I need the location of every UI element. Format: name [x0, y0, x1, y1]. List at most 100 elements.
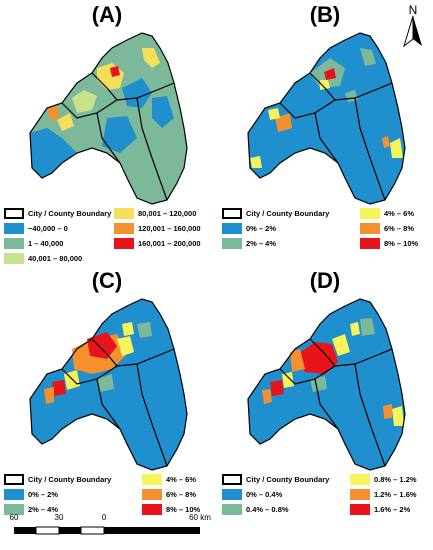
legend-a-swatch-4 — [114, 208, 134, 219]
legend-a-class-6: 160,001 – 200,000 — [114, 238, 201, 249]
legend-d-swatch-1 — [222, 489, 242, 500]
legend-c-class-5: 8% – 10% — [142, 504, 200, 515]
legend-c-boundary-label: City / County Boundary — [28, 475, 112, 484]
legend-b-label-4: 6% – 8% — [384, 224, 415, 233]
scale-bar: 60 30 0 60 km — [10, 513, 224, 547]
legend-b-boundary-swatch — [222, 208, 242, 219]
legend-c-label-1: 0% – 2% — [28, 490, 59, 499]
north-arrow: N — [398, 2, 428, 48]
legend-b-swatch-2 — [222, 238, 242, 249]
legend-a-swatch-1 — [4, 223, 24, 234]
legend-d-swatch-2 — [222, 504, 242, 515]
legend-b-swatch-4 — [360, 223, 380, 234]
north-arrow-left-half — [403, 15, 414, 48]
map-a-boundaries — [29, 32, 188, 205]
legend-b: City / County Boundary 0% – 2% 2% – 4% 4… — [222, 208, 428, 268]
legend-b-class-1: 0% – 2% — [222, 223, 276, 234]
legend-c-class-2: 2% – 4% — [4, 504, 58, 515]
legend-d-class-1: 0% – 0.4% — [222, 489, 282, 500]
map-b-boundaries — [247, 32, 406, 205]
legend-a-label-2: 1 – 40,000 — [28, 239, 64, 248]
legend-b-boundary: City / County Boundary — [222, 208, 329, 219]
legend-a-class-5: 120,001 – 160,000 — [114, 223, 201, 234]
legend-a-class-1: −40,000 – 0 — [4, 223, 68, 234]
legend-c-swatch-2 — [4, 504, 24, 515]
legend-b-swatch-1 — [222, 223, 242, 234]
panel-b-label: (B) — [309, 2, 341, 27]
map-a — [29, 32, 188, 205]
legend-c-swatch-4 — [142, 489, 162, 500]
legend-c-swatch-1 — [4, 489, 24, 500]
panel-d: (D) City / County Boundary 0% – 0.4% 0.4 — [220, 268, 430, 538]
legend-c-class-3: 4% – 6% — [142, 474, 196, 485]
legend-d-boundary-swatch — [222, 474, 242, 485]
legend-d-label-1: 0% – 0.4% — [246, 490, 283, 499]
legend-a-swatch-5 — [114, 223, 134, 234]
legend-d-swatch-3 — [350, 474, 370, 485]
panel-a: (A) City / County Boundary −40,000 – 0 1 — [2, 2, 212, 272]
panel-a-label: (A) — [91, 2, 123, 27]
legend-b-swatch-3 — [360, 208, 380, 219]
legend-c-boundary-swatch — [4, 474, 24, 485]
scale-bar-graphic — [14, 526, 200, 535]
legend-a-class-3: 40,001 – 80,000 — [4, 253, 82, 264]
legend-a-swatch-2 — [4, 238, 24, 249]
legend-c-swatch-5 — [142, 504, 162, 515]
north-arrow-right-half — [413, 16, 422, 46]
map-d-regions — [247, 298, 406, 471]
map-c — [29, 298, 188, 471]
legend-b-swatch-5 — [360, 238, 380, 249]
legend-b-label-5: 8% – 10% — [384, 239, 419, 248]
panel-c-label: (C) — [91, 268, 123, 293]
legend-a-label-6: 160,001 – 200,000 — [138, 239, 201, 248]
panel-c: (C) City / County Boundary 0% – 2% 2% – … — [2, 268, 212, 538]
legend-d-class-5: 1.6% – 2% — [350, 504, 410, 515]
legend-c-label-2: 2% – 4% — [28, 505, 59, 514]
map-c-boundaries — [29, 298, 188, 471]
map-b — [247, 32, 406, 205]
legend-c-label-3: 4% – 6% — [166, 475, 197, 484]
legend-d-label-3: 0.8% – 1.2% — [374, 475, 417, 484]
legend-d-swatch-5 — [350, 504, 370, 515]
panel-d-label: (D) — [309, 268, 341, 293]
legend-c-label-4: 6% – 8% — [166, 490, 197, 499]
north-arrow-letter: N — [409, 3, 418, 17]
legend-c-label-5: 8% – 10% — [166, 505, 201, 514]
legend-b-boundary-label: City / County Boundary — [246, 209, 330, 218]
legend-d-class-4: 1.2% – 1.6% — [350, 489, 417, 500]
legend-d-label-2: 0.4% – 0.8% — [246, 505, 289, 514]
scale-tick-2: 30 — [54, 513, 64, 522]
legend-d-label-5: 1.6% – 2% — [374, 505, 411, 514]
legend-a-swatch-6 — [114, 238, 134, 249]
legend-a-label-1: −40,000 – 0 — [28, 224, 68, 233]
legend-b-label-1: 0% – 2% — [246, 224, 277, 233]
legend-d-swatch-4 — [350, 489, 370, 500]
legend-c-swatch-3 — [142, 474, 162, 485]
legend-b-label-3: 4% – 6% — [384, 209, 415, 218]
legend-a-boundary-label: City / County Boundary — [28, 209, 112, 218]
legend-b-class-3: 4% – 6% — [360, 208, 414, 219]
scale-tick-3: 0 — [101, 513, 107, 522]
legend-b-label-2: 2% – 4% — [246, 239, 277, 248]
legend-c-boundary: City / County Boundary — [4, 474, 111, 485]
legend-a-label-5: 120,001 – 160,000 — [138, 224, 201, 233]
legend-a-boundary: City / County Boundary — [4, 208, 111, 219]
legend-b-class-4: 6% – 8% — [360, 223, 414, 234]
scale-tick-4: 60 km — [189, 513, 211, 522]
legend-d-class-3: 0.8% – 1.2% — [350, 474, 417, 485]
legend-c-class-1: 0% – 2% — [4, 489, 58, 500]
legend-a-label-3: 40,001 – 80,000 — [28, 254, 83, 263]
legend-a-class-2: 1 – 40,000 — [4, 238, 63, 249]
map-d — [247, 298, 406, 471]
legend-a-class-4: 80,001 – 120,000 — [114, 208, 196, 219]
legend-d: City / County Boundary 0% – 0.4% 0.4% – … — [222, 474, 428, 534]
legend-a-label-4: 80,001 – 120,000 — [138, 209, 197, 218]
legend-b-class-5: 8% – 10% — [360, 238, 418, 249]
legend-c-class-4: 6% – 8% — [142, 489, 196, 500]
legend-a: City / County Boundary −40,000 – 0 1 – 4… — [4, 208, 210, 268]
legend-d-class-2: 0.4% – 0.8% — [222, 504, 289, 515]
legend-c: City / County Boundary 0% – 2% 2% – 4% 4… — [4, 474, 210, 534]
scale-tick-1: 60 — [9, 513, 19, 522]
legend-d-boundary: City / County Boundary — [222, 474, 329, 485]
legend-a-swatch-3 — [4, 253, 24, 264]
